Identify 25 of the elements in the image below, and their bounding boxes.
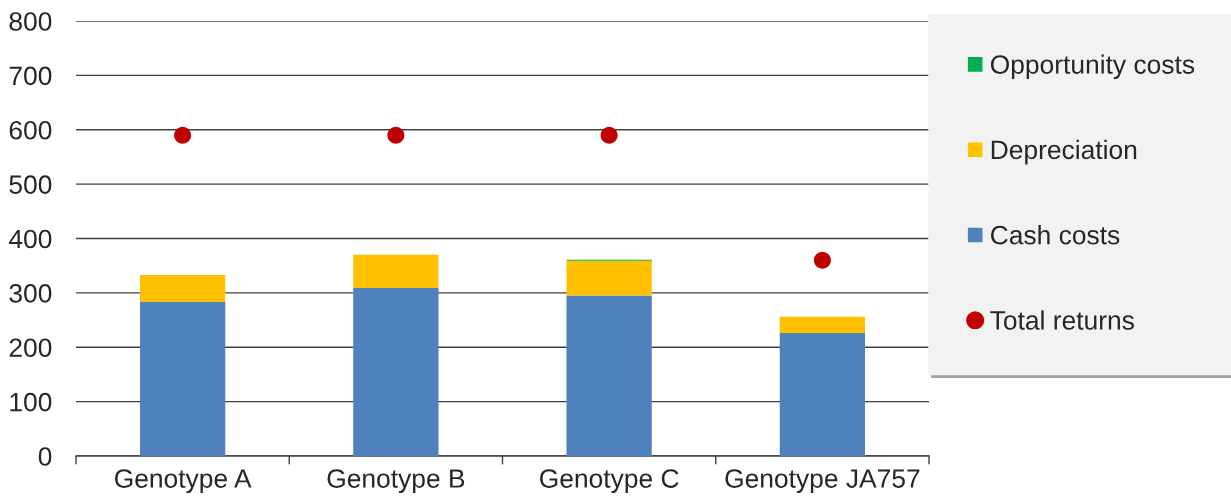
- y-tick-label: 100: [10, 392, 52, 412]
- legend-label: Cash costs: [991, 225, 1120, 245]
- y-tick-label: 500: [9, 175, 52, 194]
- y-tick-label: 600: [9, 120, 52, 140]
- bar: [779, 333, 866, 456]
- bar: [353, 287, 439, 456]
- legend-label: Opportunity costs: [990, 54, 1195, 80]
- y-tick-label: 700: [9, 66, 52, 86]
- y-tick-label: 300: [9, 284, 52, 303]
- x-tick-label: Genotype B: [327, 469, 465, 494]
- bar: [139, 302, 226, 456]
- y-tick-label: 0: [38, 447, 52, 466]
- y-tick-label: 800: [9, 12, 52, 31]
- y-tick-label: 200: [9, 338, 52, 358]
- bar: [566, 260, 652, 296]
- y-tick-label: 400: [8, 229, 52, 249]
- legend-label: Total returns: [990, 310, 1134, 330]
- x-tick-label: Genotype JA757: [725, 469, 920, 494]
- x-tick-label: Genotype C: [540, 469, 679, 494]
- legend-label: Depreciation: [991, 139, 1137, 165]
- bar: [139, 274, 226, 303]
- x-tick-label: Genotype A: [115, 469, 252, 494]
- bar: [779, 316, 866, 334]
- bar: [353, 254, 439, 288]
- bar: [566, 295, 652, 456]
